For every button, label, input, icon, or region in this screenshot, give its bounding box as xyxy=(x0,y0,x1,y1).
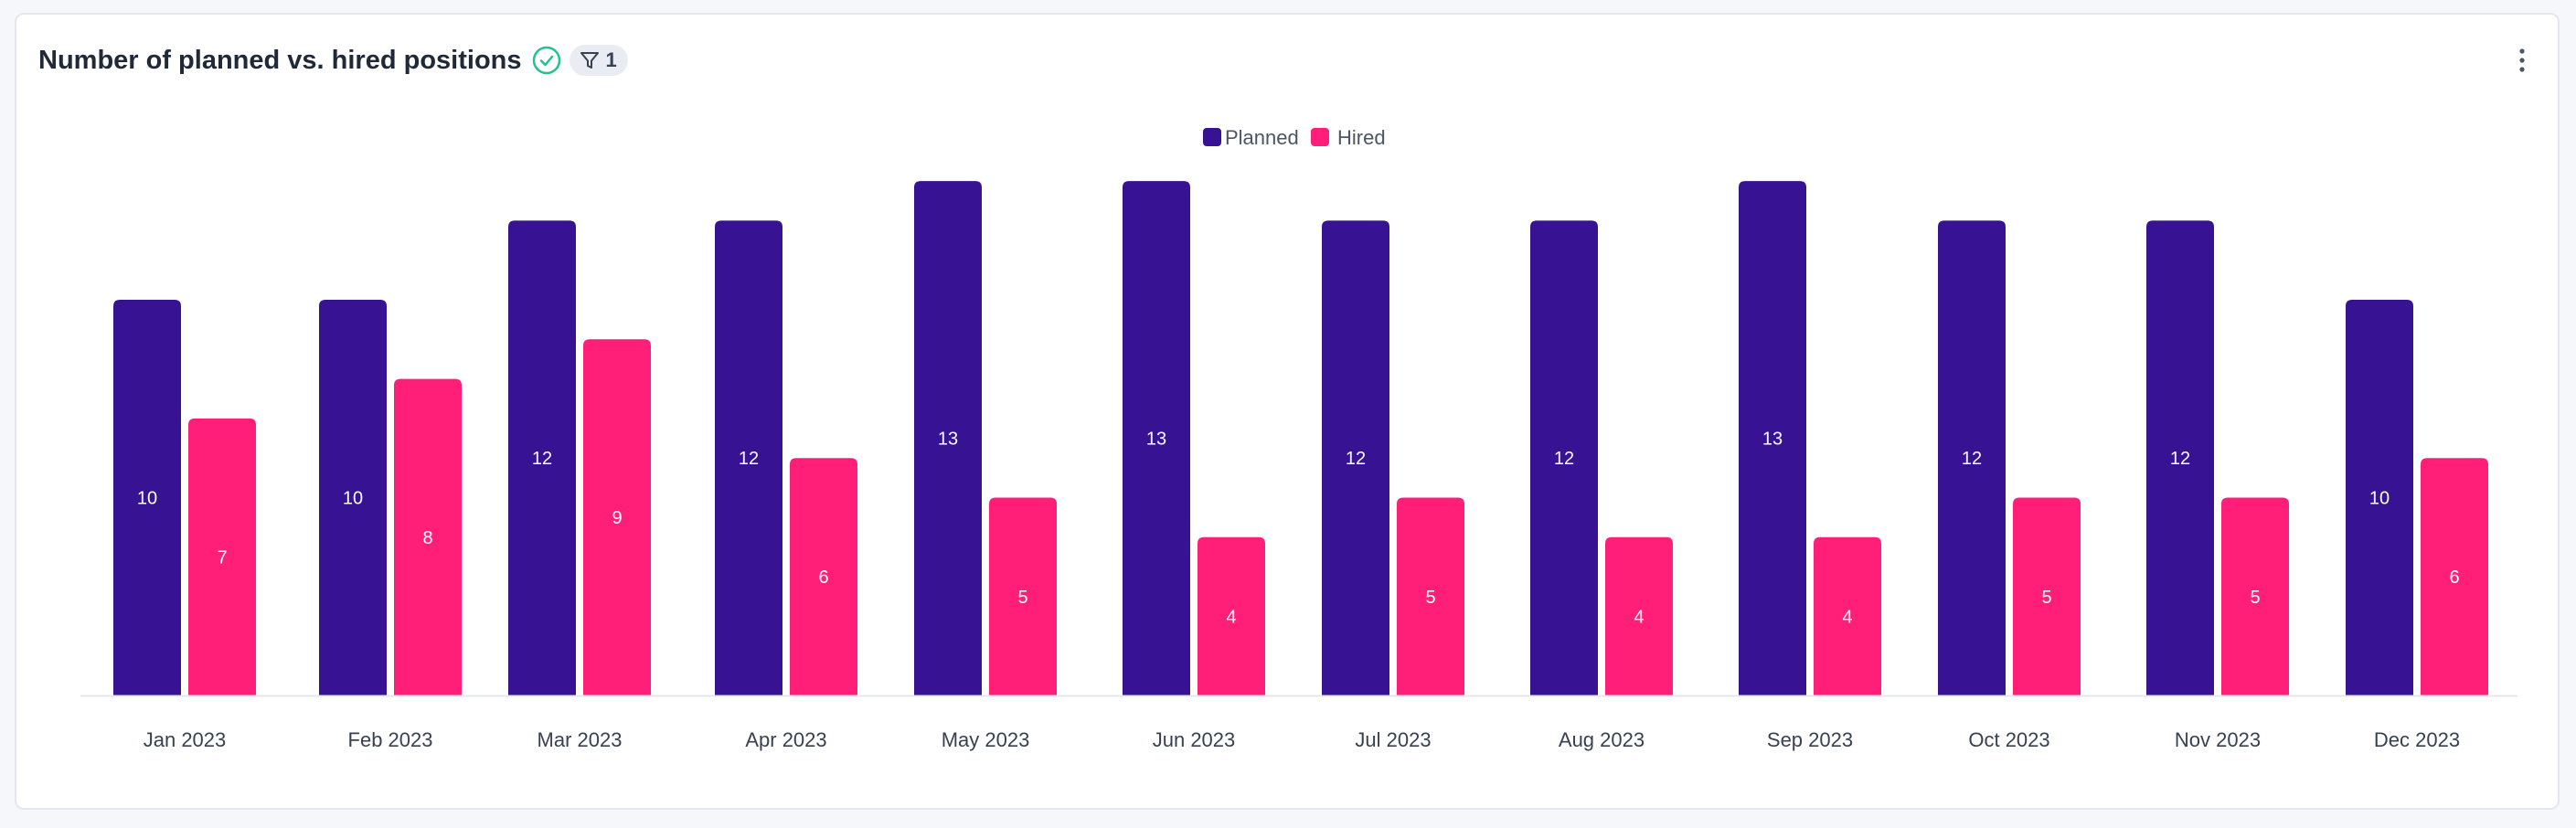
bar-planned[interactable] xyxy=(2146,220,2214,695)
bar-planned[interactable] xyxy=(319,300,387,695)
bar-hired[interactable] xyxy=(1605,536,1673,695)
bar-group: 10 7 xyxy=(113,300,256,695)
bar-hired[interactable] xyxy=(583,339,651,695)
x-tick-label: Apr 2023 xyxy=(745,728,826,751)
legend-swatch-hired xyxy=(1311,128,1329,146)
bar-hired[interactable] xyxy=(1397,497,1464,696)
x-tick-label: Jun 2023 xyxy=(1153,728,1236,751)
bar-value-label: 6 xyxy=(2449,568,2459,588)
bar-planned[interactable] xyxy=(1123,181,1190,696)
bar-hired[interactable] xyxy=(790,458,857,695)
filter-chip[interactable]: 1 xyxy=(569,45,628,76)
bar-value-label: 13 xyxy=(1146,430,1166,450)
filter-count: 1 xyxy=(605,48,617,71)
bar-planned[interactable] xyxy=(914,181,982,696)
bar-value-label: 10 xyxy=(2369,489,2390,509)
bar-group: 10 8 xyxy=(319,300,462,695)
x-tick-label: Aug 2023 xyxy=(1559,728,1645,751)
bar-group: 10 6 xyxy=(2346,300,2488,695)
bar-planned[interactable] xyxy=(1322,220,1389,695)
x-tick-label: Dec 2023 xyxy=(2374,728,2460,751)
bar-hired[interactable] xyxy=(1814,536,1881,695)
bar-group: 13 4 xyxy=(1739,181,1881,696)
x-tick-label: Jan 2023 xyxy=(144,728,227,751)
chart-legend: Planned Hired xyxy=(1203,126,1386,149)
x-tick-label: Mar 2023 xyxy=(538,728,623,751)
bar-group: 12 4 xyxy=(1530,220,1673,695)
card-header: Number of planned vs. hired positions 1 xyxy=(38,33,628,88)
bar-planned[interactable] xyxy=(508,220,576,695)
legend-item-planned[interactable]: Planned xyxy=(1203,126,1299,149)
x-tick-label: Jul 2023 xyxy=(1355,728,1431,751)
bar-value-label: 10 xyxy=(343,489,363,509)
bar-value-label: 12 xyxy=(532,449,552,469)
bar-planned[interactable] xyxy=(1739,181,1806,696)
more-options-button[interactable] xyxy=(2508,42,2536,79)
bar-value-label: 13 xyxy=(1762,430,1783,450)
bar-value-label: 5 xyxy=(2250,588,2260,608)
x-tick-label: May 2023 xyxy=(942,728,1030,751)
bar-hired[interactable] xyxy=(1198,536,1265,695)
chart-bars: 10 7 10 8 12 9 12 6 13 5 13 4 12 5 12 4 13 4 12 5 12 5 10 6 xyxy=(113,181,2488,696)
more-vertical-icon xyxy=(2519,48,2525,72)
bar-hired[interactable] xyxy=(2013,497,2081,696)
bar-planned[interactable] xyxy=(715,220,782,695)
bar-value-label: 9 xyxy=(612,508,622,528)
bar-group: 12 5 xyxy=(1938,220,2081,695)
bar-value-label: 4 xyxy=(1226,607,1236,627)
bar-value-label: 12 xyxy=(2170,449,2190,469)
bar-value-label: 5 xyxy=(1425,588,1435,608)
bar-group: 13 5 xyxy=(914,181,1057,696)
x-tick-label: Oct 2023 xyxy=(1968,728,2049,751)
bar-hired[interactable] xyxy=(188,418,256,695)
legend-item-hired[interactable]: Hired xyxy=(1311,126,1386,149)
bar-hired[interactable] xyxy=(2421,458,2488,695)
x-tick-label: Sep 2023 xyxy=(1767,728,1853,751)
bar-value-label: 8 xyxy=(422,528,432,548)
bar-value-label: 5 xyxy=(2041,588,2051,608)
bar-value-label: 7 xyxy=(217,547,227,568)
x-tick-label: Feb 2023 xyxy=(348,728,433,751)
bar-group: 12 5 xyxy=(1322,220,1464,695)
bar-value-label: 4 xyxy=(1634,607,1644,627)
bar-value-label: 12 xyxy=(1554,449,1574,469)
bar-hired[interactable] xyxy=(394,378,462,695)
filter-icon xyxy=(579,49,601,71)
x-axis: Jan 2023 Feb 2023 Mar 2023 Apr 2023 May 2023… xyxy=(80,695,2517,751)
bar-group: 12 9 xyxy=(508,220,651,695)
bar-value-label: 4 xyxy=(1842,607,1852,627)
bar-value-label: 12 xyxy=(1346,449,1366,469)
bar-group: 13 4 xyxy=(1123,181,1265,696)
bar-value-label: 12 xyxy=(1962,449,1982,469)
card-title: Number of planned vs. hired positions xyxy=(38,45,522,75)
bar-hired[interactable] xyxy=(989,497,1057,696)
bar-planned[interactable] xyxy=(1530,220,1598,695)
bar-planned[interactable] xyxy=(113,300,181,695)
bar-planned[interactable] xyxy=(1938,220,2006,695)
bar-group: 12 5 xyxy=(2146,220,2289,695)
bar-group: 12 6 xyxy=(715,220,857,695)
legend-label-planned: Planned xyxy=(1225,126,1299,149)
legend-swatch-planned xyxy=(1203,128,1221,146)
legend-label-hired: Hired xyxy=(1337,126,1386,149)
bar-value-label: 12 xyxy=(739,449,759,469)
bar-value-label: 5 xyxy=(1017,588,1027,608)
bar-value-label: 10 xyxy=(137,489,157,509)
bar-hired[interactable] xyxy=(2221,497,2289,696)
bar-value-label: 6 xyxy=(818,568,828,588)
x-tick-label: Nov 2023 xyxy=(2175,728,2261,751)
bar-value-label: 13 xyxy=(938,430,958,450)
check-circle-icon xyxy=(531,45,562,76)
bar-planned[interactable] xyxy=(2346,300,2413,695)
